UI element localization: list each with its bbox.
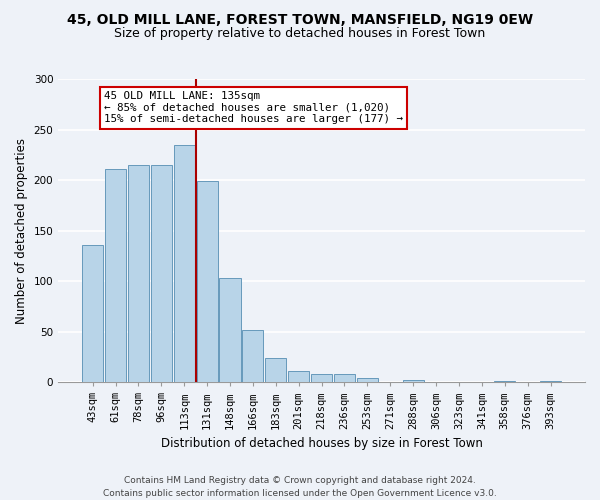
Text: Size of property relative to detached houses in Forest Town: Size of property relative to detached ho… [115,28,485,40]
Bar [334,374,355,382]
Text: Contains HM Land Registry data © Crown copyright and database right 2024.
Contai: Contains HM Land Registry data © Crown c… [103,476,497,498]
Bar [311,374,332,382]
Bar [82,244,103,382]
Bar [540,381,561,382]
Bar [151,165,172,382]
Text: 45, OLD MILL LANE, FOREST TOWN, MANSFIELD, NG19 0EW: 45, OLD MILL LANE, FOREST TOWN, MANSFIEL… [67,12,533,26]
X-axis label: Distribution of detached houses by size in Forest Town: Distribution of detached houses by size … [161,437,482,450]
Bar [288,371,309,382]
Bar [105,169,126,382]
Bar [173,144,195,382]
Bar [357,378,378,382]
Bar [128,165,149,382]
Y-axis label: Number of detached properties: Number of detached properties [15,138,28,324]
Bar [197,181,218,382]
Bar [265,358,286,382]
Text: 45 OLD MILL LANE: 135sqm
← 85% of detached houses are smaller (1,020)
15% of sem: 45 OLD MILL LANE: 135sqm ← 85% of detach… [104,91,403,124]
Bar [220,278,241,382]
Bar [242,330,263,382]
Bar [494,381,515,382]
Bar [403,380,424,382]
